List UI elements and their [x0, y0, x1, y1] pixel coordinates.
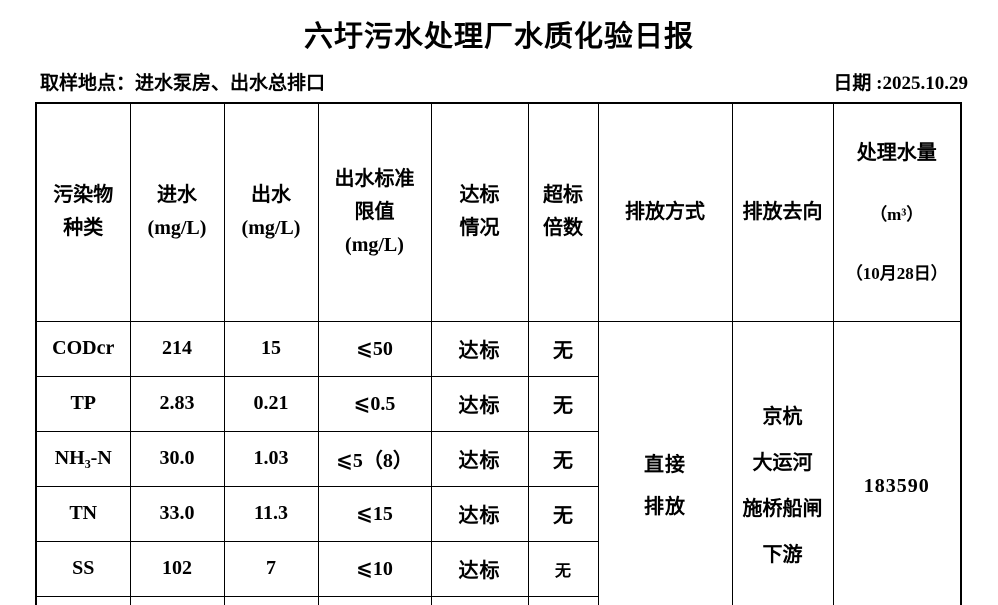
cell-compliance: 达标 [430, 595, 529, 605]
cell-exceedance: 无 [527, 540, 599, 597]
header-discharge-destination: 排放去向 [731, 102, 834, 322]
cell-effluent: 15 [223, 320, 319, 377]
cell-limit: ⩽0.5 [317, 375, 432, 432]
table-row-tn: TN 33.0 11.3 ⩽15 达标 无 [35, 485, 961, 542]
cell-discharge-destination: 京杭 大运河 施桥船闸 下游 [731, 320, 834, 605]
cell-pollutant: SS [35, 540, 131, 597]
table-row-codcr: CODcr 214 15 ⩽50 达标 无 直接 排放 京杭 大运河 施桥船闸 … [35, 320, 962, 605]
header-treated-volume-unit: （m³） [870, 205, 924, 224]
cell-influent: 7.71 [129, 595, 225, 605]
header-treated-volume: 处理水量 （m³） （10月28日） [832, 102, 962, 322]
cell-effluent: 7 [223, 540, 319, 597]
table-header-row: 污染物 种类 进水 (mg/L) 出水 (mg/L) 出水标准 限值 (mg/L… [35, 102, 962, 322]
table-row-tp: TP 2.83 0.21 ⩽0.5 达标 无 [35, 375, 961, 432]
cell-discharge-method: 直接 排放 [597, 320, 733, 605]
cell-effluent: 7.32 [223, 595, 319, 605]
cell-limit: ⩽15 [317, 485, 432, 542]
header-discharge-method: 排放方式 [597, 102, 733, 322]
header-compliance: 达标 情况 [430, 102, 529, 322]
cell-effluent: 0.21 [223, 375, 319, 432]
sampling-location-label: 取样地点：进水泵房、出水总排口 [40, 73, 326, 94]
cell-exceedance: 无 [527, 485, 599, 542]
cell-influent: 33.0 [129, 485, 225, 542]
cell-influent: 30.0 [129, 430, 225, 487]
table-row-ph: pH 7.71 7.32 6-9（无量纲） 达标 无 [35, 595, 961, 605]
daily-report-page: 六圩污水处理厂水质化验日报 取样地点：进水泵房、出水总排口 日期 :2025.1… [0, 13, 998, 605]
header-influent: 进水 (mg/L) [129, 102, 225, 322]
cell-pollutant: TN [35, 485, 131, 542]
cell-pollutant: pH [35, 595, 131, 605]
header-effluent: 出水 (mg/L) [223, 102, 319, 322]
table-row-ss: SS 102 7 ⩽10 达标 无 [35, 540, 961, 597]
cell-compliance: 达标 [430, 320, 529, 377]
water-quality-table: 污染物 种类 进水 (mg/L) 出水 (mg/L) 出水标准 限值 (mg/L… [35, 102, 962, 605]
cell-limit: ⩽10 [317, 540, 432, 597]
cell-effluent: 11.3 [223, 485, 319, 542]
header-pollutant-type: 污染物 种类 [35, 102, 131, 322]
header-exceedance: 超标 倍数 [527, 102, 599, 322]
page-title: 六圩污水处理厂水质化验日报 [303, 21, 694, 53]
cell-exceedance: 无 [527, 320, 599, 377]
cell-exceedance: 无 [527, 430, 599, 487]
cell-influent: 102 [129, 540, 225, 597]
cell-effluent: 1.03 [223, 430, 319, 487]
cell-influent: 2.83 [129, 375, 225, 432]
header-treated-volume-title: 处理水量 [856, 142, 937, 164]
header-treated-volume-date: （10月28日） [845, 264, 948, 284]
cell-limit: ⩽5（8） [317, 430, 432, 487]
cell-exceedance: 无 [527, 595, 599, 605]
table-row-nh3n: NH₃-N 30.0 1.03 ⩽5（8） 达标 无 [35, 430, 961, 487]
cell-exceedance: 无 [527, 375, 599, 432]
cell-compliance: 达标 [430, 430, 529, 487]
cell-pollutant: NH₃-N [35, 430, 131, 487]
cell-limit: ⩽50 [317, 320, 432, 377]
cell-treated-volume: 183590 [832, 320, 962, 605]
cell-limit: 6-9（无量纲） [317, 595, 432, 605]
cell-compliance: 达标 [430, 485, 529, 542]
cell-pollutant: CODcr [35, 320, 131, 377]
cell-compliance: 达标 [430, 375, 529, 432]
report-date-label: 日期 :2025.10.29 [833, 73, 968, 94]
header-effluent-limit: 出水标准 限值 (mg/L) [317, 102, 432, 322]
cell-influent: 214 [129, 320, 225, 377]
cell-pollutant: TP [35, 375, 131, 432]
cell-compliance: 达标 [430, 540, 529, 597]
subheader: 取样地点：进水泵房、出水总排口 日期 :2025.10.29 [40, 68, 968, 95]
